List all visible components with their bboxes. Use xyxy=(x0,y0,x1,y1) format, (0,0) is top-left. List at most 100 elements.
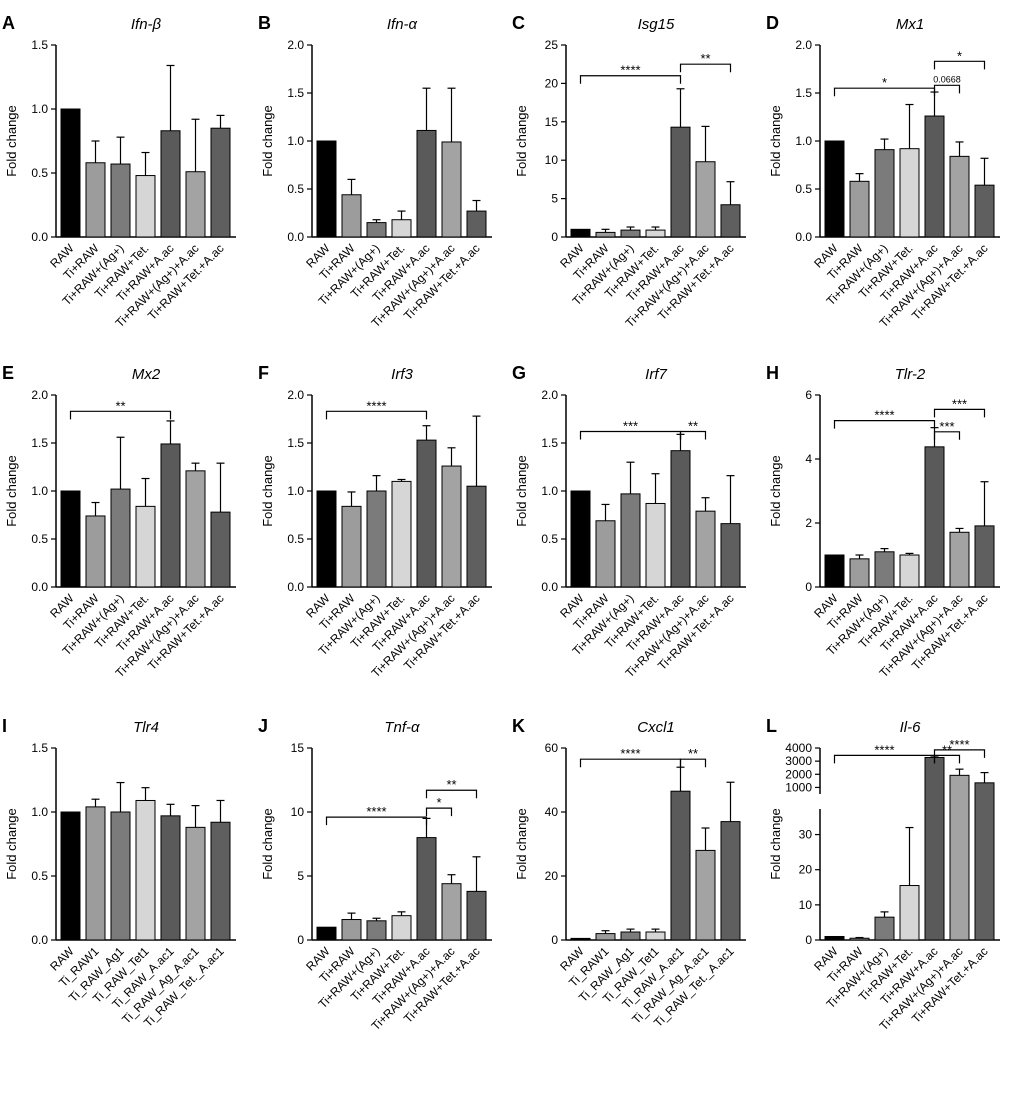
bar xyxy=(160,443,181,588)
bar xyxy=(366,222,387,238)
y-tick-label: 0.5 xyxy=(287,182,304,196)
bar xyxy=(595,231,616,238)
bar xyxy=(824,140,845,238)
y-axis-label: Fold change xyxy=(768,808,783,880)
y-axis-label: Fold change xyxy=(514,455,529,527)
bar xyxy=(670,126,691,238)
bar xyxy=(645,229,666,238)
y-tick-label: 6 xyxy=(805,388,812,402)
bar xyxy=(110,488,131,588)
y-tick-label: 1.5 xyxy=(31,436,48,450)
bar xyxy=(670,450,691,588)
y-axis-label: Fold change xyxy=(514,105,529,177)
y-tick-label: 1.5 xyxy=(287,86,304,100)
bar xyxy=(874,149,895,238)
bar xyxy=(899,885,920,941)
bar xyxy=(85,515,106,588)
panel-letter: E xyxy=(2,363,14,383)
bar xyxy=(391,219,412,238)
bar xyxy=(720,821,741,941)
significance-label: **** xyxy=(366,398,386,413)
y-tick-label: 2.0 xyxy=(287,38,304,52)
bar xyxy=(60,811,81,941)
significance-label: ** xyxy=(688,746,698,761)
bar xyxy=(924,446,945,588)
bar xyxy=(466,485,487,588)
bar xyxy=(416,439,437,588)
significance-bracket xyxy=(679,758,707,768)
y-tick-label: 1.0 xyxy=(287,484,304,498)
y-tick-label: 60 xyxy=(545,741,559,755)
bar xyxy=(570,228,591,238)
bar xyxy=(441,465,462,588)
bar xyxy=(595,520,616,588)
significance-label: **** xyxy=(949,737,969,752)
significance-label: ** xyxy=(446,777,456,792)
bar xyxy=(110,811,131,941)
y-tick-label: 20 xyxy=(545,76,559,90)
bar xyxy=(466,890,487,941)
bar xyxy=(924,756,945,941)
bar xyxy=(974,525,995,588)
bar xyxy=(874,551,895,588)
y-tick-label: 0.0 xyxy=(31,230,48,244)
panel-letter: B xyxy=(258,13,271,33)
bar xyxy=(874,916,895,941)
y-tick-label: 2 xyxy=(805,516,812,530)
panel-title: Ifn-β xyxy=(131,16,162,33)
y-tick-label: 0.0 xyxy=(31,933,48,947)
bar xyxy=(824,554,845,588)
bar xyxy=(60,490,81,588)
significance-label: ** xyxy=(700,51,710,66)
y-tick-label: 0.0 xyxy=(795,230,812,244)
y-tick-label: 0.0 xyxy=(287,230,304,244)
significance-bracket xyxy=(933,431,961,440)
bar xyxy=(849,180,870,238)
bar xyxy=(695,161,716,238)
y-tick-label: 0.5 xyxy=(541,532,558,546)
y-tick-label: 0.5 xyxy=(795,182,812,196)
significance-bracket xyxy=(933,749,986,758)
bar xyxy=(695,510,716,588)
bar xyxy=(185,470,206,588)
bar xyxy=(135,175,156,238)
y-tick-label: 0.5 xyxy=(31,532,48,546)
panel-letter: D xyxy=(766,13,779,33)
bar xyxy=(341,919,362,941)
significance-label: **** xyxy=(620,746,640,761)
y-tick-label: 1.0 xyxy=(31,102,48,116)
y-axis-label: Fold change xyxy=(514,808,529,880)
y-tick-label: 10 xyxy=(291,805,305,819)
significance-label: * xyxy=(957,48,962,63)
y-tick-label: 20 xyxy=(799,863,813,877)
bar xyxy=(185,826,206,941)
y-axis-label: Fold change xyxy=(260,105,275,177)
panel-letter: F xyxy=(258,363,269,383)
significance-bracket xyxy=(933,408,986,418)
panel-title: Irf7 xyxy=(645,366,667,383)
significance-bracket xyxy=(933,60,986,70)
y-tick-label: 2.0 xyxy=(541,388,558,402)
bar xyxy=(135,799,156,941)
bar xyxy=(110,163,131,238)
y-tick-label: 10 xyxy=(545,153,559,167)
bar xyxy=(391,915,412,941)
bar xyxy=(720,523,741,588)
y-axis-label: Fold change xyxy=(4,455,19,527)
significance-label: *** xyxy=(939,419,954,434)
y-tick-label: 5 xyxy=(551,192,558,206)
significance-label: **** xyxy=(620,63,640,78)
panel-letter: I xyxy=(2,716,7,736)
y-tick-label: 15 xyxy=(545,115,559,129)
bar xyxy=(620,493,641,588)
bar xyxy=(570,937,591,941)
y-tick-label: 0 xyxy=(805,580,812,594)
bar xyxy=(185,171,206,238)
y-tick-label: 1.0 xyxy=(795,134,812,148)
y-tick-label: 2.0 xyxy=(31,388,48,402)
bar xyxy=(160,130,181,238)
